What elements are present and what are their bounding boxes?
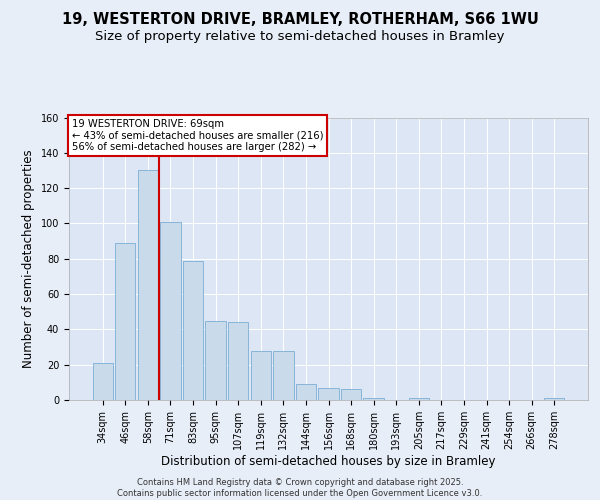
Bar [319, 388, 338, 400]
Bar [115, 243, 136, 400]
Bar [138, 170, 158, 400]
Bar [409, 398, 429, 400]
Y-axis label: Number of semi-detached properties: Number of semi-detached properties [22, 150, 35, 368]
Bar [205, 320, 226, 400]
Bar [160, 222, 181, 400]
Bar [251, 350, 271, 400]
Bar [92, 363, 113, 400]
Text: Size of property relative to semi-detached houses in Bramley: Size of property relative to semi-detach… [95, 30, 505, 43]
Bar [341, 390, 361, 400]
Bar [228, 322, 248, 400]
Bar [183, 260, 203, 400]
Bar [296, 384, 316, 400]
Text: Contains HM Land Registry data © Crown copyright and database right 2025.
Contai: Contains HM Land Registry data © Crown c… [118, 478, 482, 498]
Bar [273, 350, 293, 400]
X-axis label: Distribution of semi-detached houses by size in Bramley: Distribution of semi-detached houses by … [161, 454, 496, 468]
Bar [364, 398, 384, 400]
Text: 19, WESTERTON DRIVE, BRAMLEY, ROTHERHAM, S66 1WU: 19, WESTERTON DRIVE, BRAMLEY, ROTHERHAM,… [62, 12, 538, 28]
Bar [544, 398, 565, 400]
Text: 19 WESTERTON DRIVE: 69sqm
← 43% of semi-detached houses are smaller (216)
56% of: 19 WESTERTON DRIVE: 69sqm ← 43% of semi-… [71, 119, 323, 152]
